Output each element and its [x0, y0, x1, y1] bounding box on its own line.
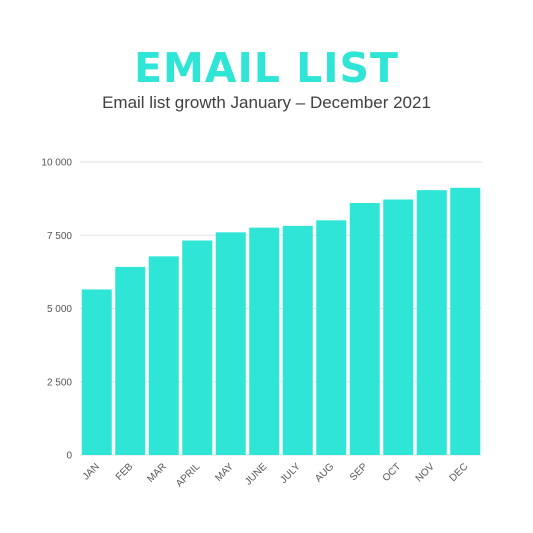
bar-oct: [383, 199, 414, 455]
x-tick-label: APRIL: [174, 461, 203, 490]
x-tick-label: DEC: [448, 461, 471, 484]
x-tick-label: JUNE: [243, 461, 269, 487]
y-tick-label: 0: [66, 451, 72, 462]
gridlines: [80, 161, 482, 456]
bars: [81, 187, 481, 455]
chart-subtitle: Email list growth January – December 202…: [102, 93, 431, 112]
bar-mar: [148, 256, 179, 455]
bar-may: [215, 232, 246, 455]
bar-feb: [115, 266, 146, 455]
y-tick-label: 7 500: [47, 231, 72, 242]
x-tick-label: JAN: [81, 461, 102, 482]
bar-nov: [416, 190, 447, 455]
x-axis-ticks: JAN FEB MAR APRIL MAY JUNE JULY AUG SEP OCT NOV DEC: [81, 461, 471, 490]
bar-june: [249, 227, 280, 455]
bar-april: [182, 240, 213, 455]
bar-jan: [81, 289, 112, 455]
bar-aug: [316, 220, 347, 455]
bar-sep: [349, 203, 380, 455]
x-tick-label: MAR: [145, 461, 169, 485]
y-tick-label: 2 500: [47, 377, 72, 388]
bar-dec: [450, 187, 481, 455]
x-tick-label: SEP: [348, 461, 370, 483]
x-tick-label: MAY: [213, 461, 236, 484]
x-tick-label: AUG: [313, 461, 336, 484]
y-tick-label: 10 000: [41, 158, 72, 169]
x-tick-label: NOV: [414, 461, 437, 484]
x-tick-label: OCT: [381, 461, 404, 484]
bar-july: [282, 225, 313, 455]
chart-title: EMAIL LIST: [133, 44, 400, 92]
y-tick-label: 5 000: [47, 304, 72, 315]
y-axis-ticks: 0 2 500 5 000 7 500 10 000: [41, 158, 72, 462]
x-tick-label: JULY: [278, 461, 303, 486]
x-tick-label: FEB: [114, 461, 136, 483]
